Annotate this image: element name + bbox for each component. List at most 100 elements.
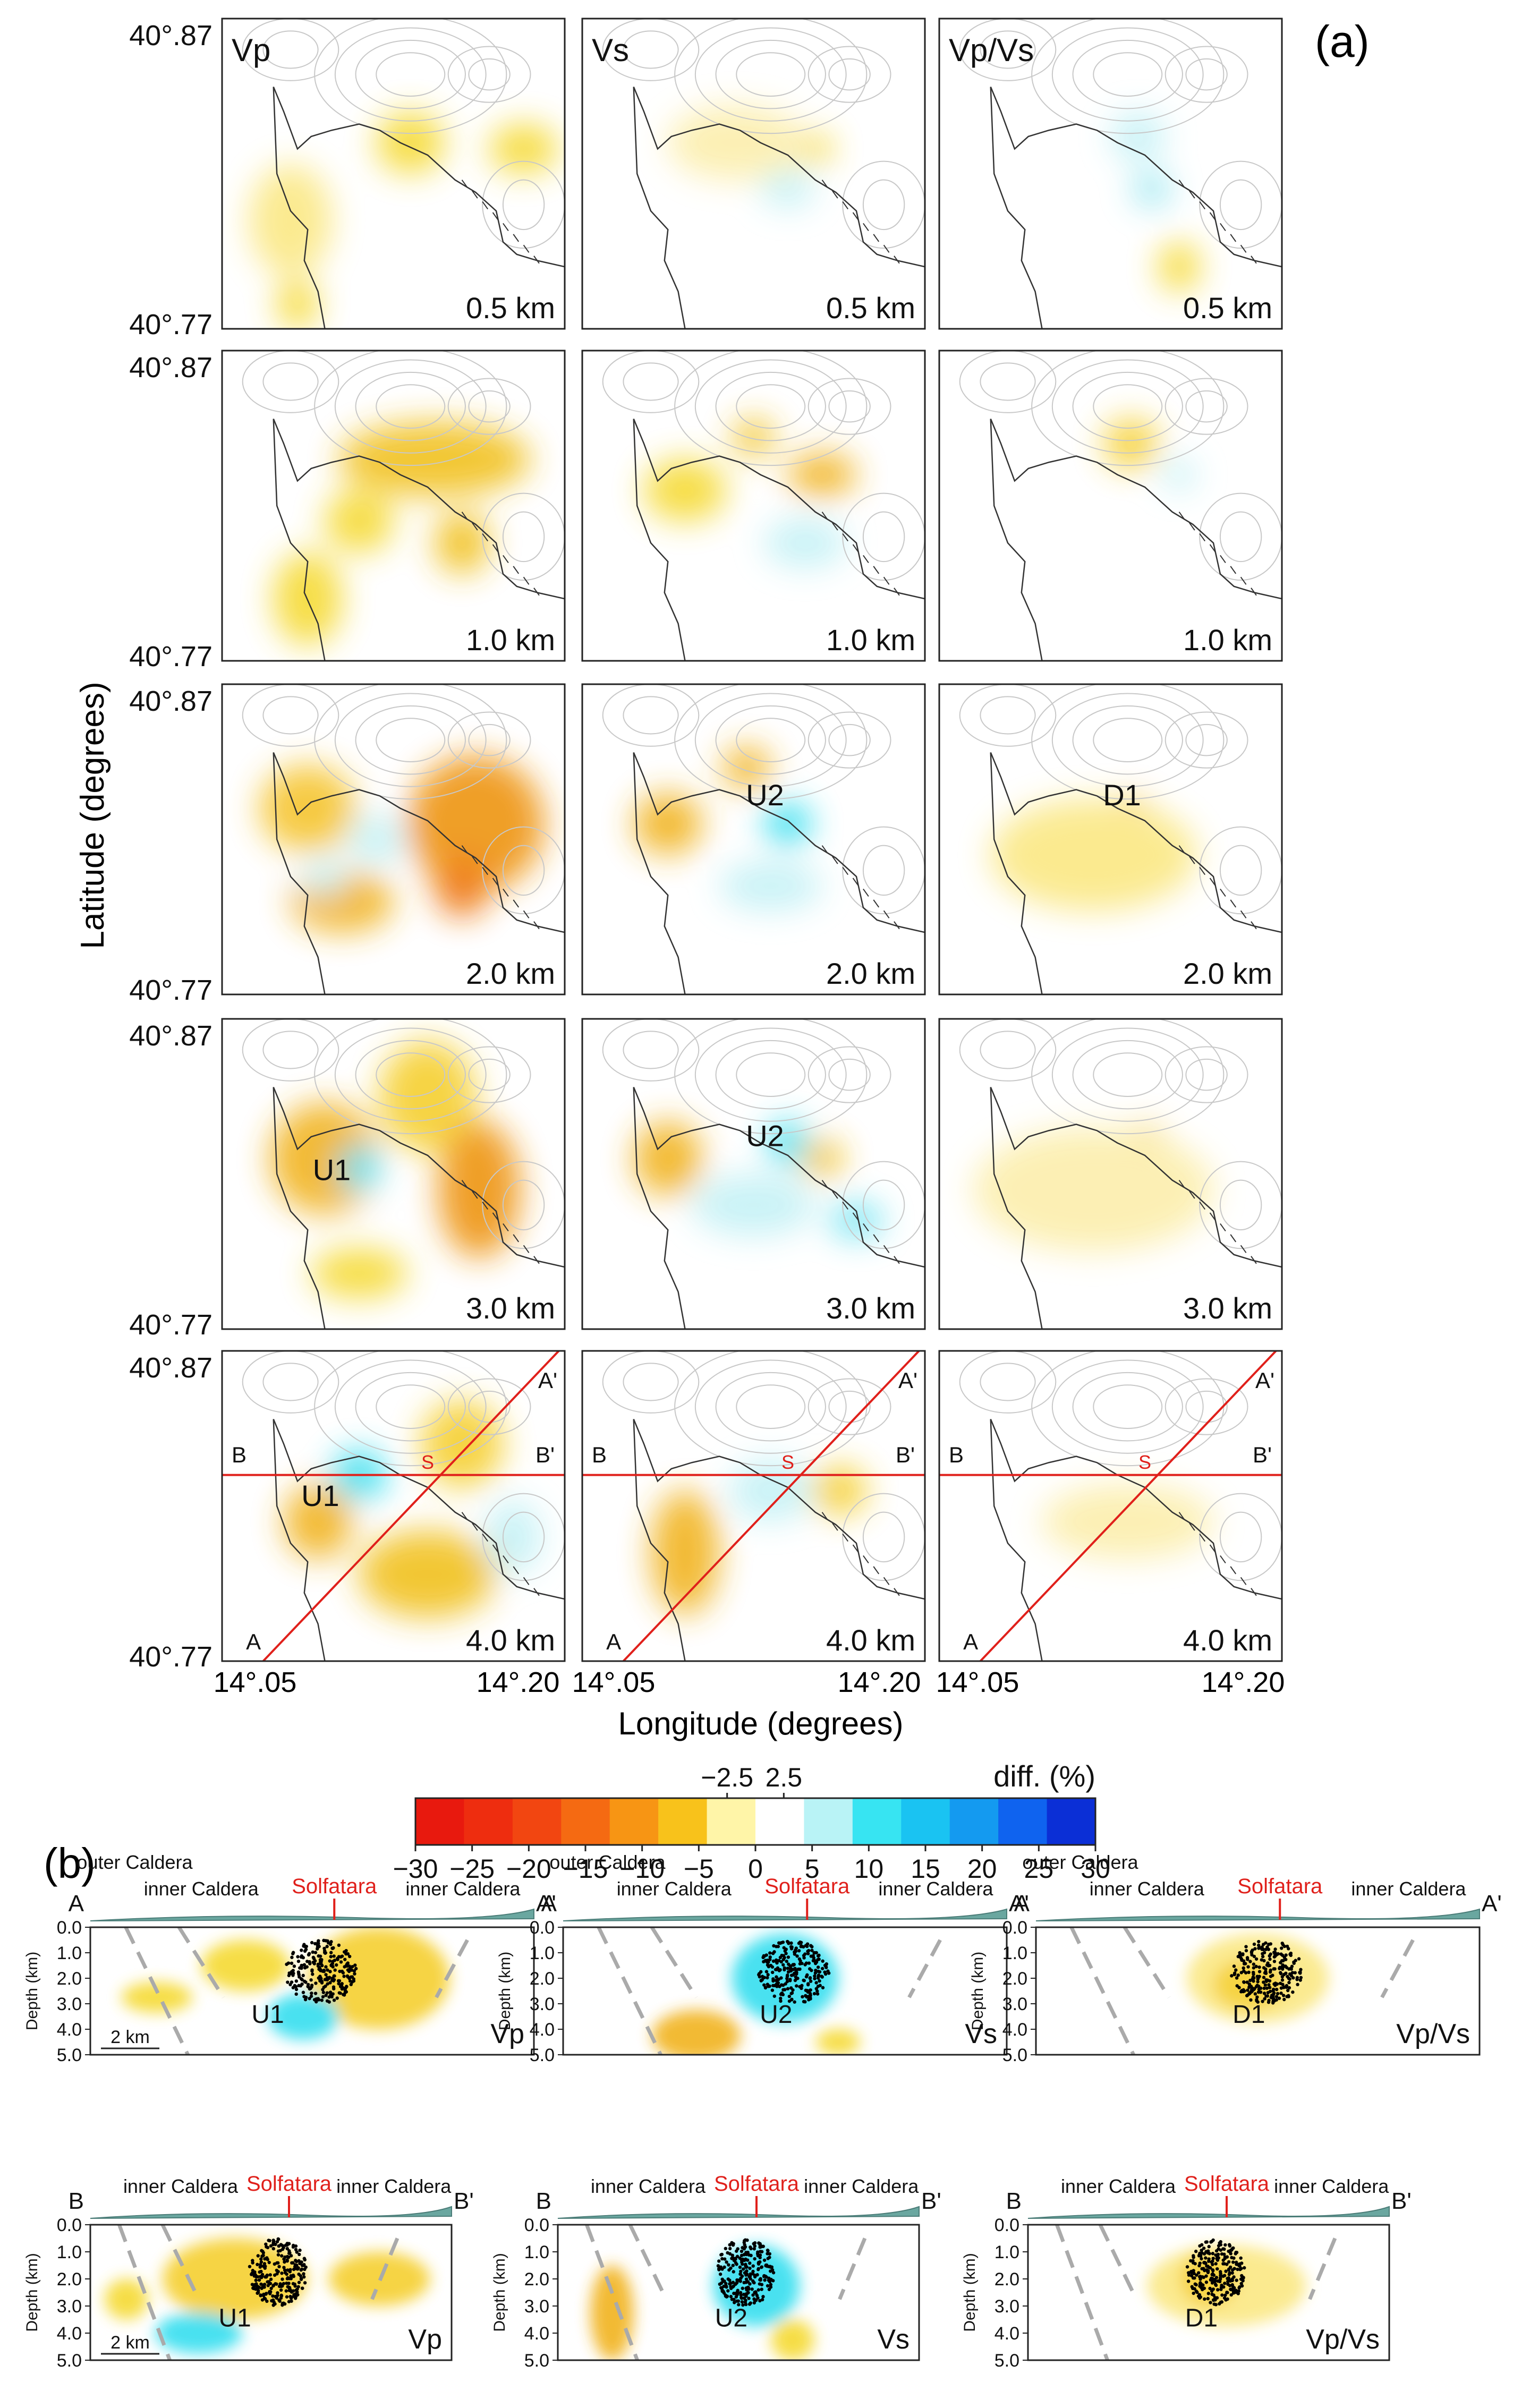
topography-profile	[90, 1908, 534, 1921]
seismic-event	[1214, 2249, 1219, 2253]
coastline	[273, 419, 565, 600]
anomaly-blob	[651, 1490, 719, 1615]
seismic-event	[735, 2262, 738, 2266]
seismic-event	[301, 1990, 305, 1994]
seismic-event	[1281, 1959, 1285, 1963]
seismic-event	[310, 1969, 314, 1973]
seismic-event	[294, 2248, 298, 2252]
lon-tick-right-1: 14°.20	[477, 1666, 560, 1698]
depth-tick-label: 5.0	[994, 2351, 1019, 2371]
caldera-rim-tick	[503, 1555, 509, 1564]
anomaly-blob	[812, 1466, 867, 1516]
anomaly-blob	[733, 419, 775, 456]
topo-contour	[736, 1052, 806, 1097]
depth-label: 1.0 km	[1183, 623, 1272, 657]
topo-contour	[694, 693, 847, 787]
colorbar-tick-label: −25	[449, 1854, 495, 1884]
caldera-rim-tick	[472, 856, 478, 864]
seismic-event	[294, 2296, 298, 2300]
colorbar-tick-label: 30	[1081, 1854, 1110, 1884]
seismic-event	[1244, 1971, 1248, 1975]
seismic-event	[280, 2277, 284, 2281]
seismic-event	[269, 2290, 273, 2294]
seismic-event	[726, 2289, 730, 2293]
seismic-event	[290, 2261, 294, 2265]
panel-frame	[581, 350, 926, 662]
seismic-event	[1217, 2256, 1220, 2260]
caldera-rim-tick	[832, 1522, 838, 1531]
seismic-event	[294, 2260, 299, 2264]
coastline	[633, 1087, 925, 1268]
caldera-rim-tick	[492, 212, 499, 220]
seismic-event	[1244, 1948, 1248, 1953]
anomaly-blob	[829, 1202, 884, 1239]
caldera-rim-tick	[533, 921, 540, 930]
seismic-event	[1262, 1980, 1265, 1984]
seismic-event	[259, 2293, 262, 2297]
depth-tick-label: 1.0	[57, 2242, 82, 2262]
seismic-event	[312, 1956, 316, 1961]
topo-contour	[715, 1372, 826, 1442]
colorbar-swatch	[658, 1798, 708, 1845]
seismic-event	[776, 1945, 780, 1948]
section-anomaly-blob	[163, 2238, 307, 2320]
anomaly-label-u2: U2	[746, 778, 784, 812]
panel-frame	[581, 1018, 926, 1330]
depth-tick-label: 4.0	[530, 2020, 555, 2040]
seismic-event	[266, 2245, 270, 2250]
seismic-event	[1203, 2268, 1206, 2273]
panel-frame	[221, 683, 566, 995]
seismic-event	[1292, 1961, 1296, 1965]
seismic-event	[342, 1993, 346, 1997]
topo-contour	[694, 359, 847, 454]
seismic-event	[1273, 1984, 1277, 1987]
seismic-event	[1228, 2265, 1232, 2269]
seismic-event	[269, 2277, 273, 2281]
seismic-event	[1220, 2300, 1224, 2304]
seismic-event	[760, 2287, 763, 2291]
anomaly-blob	[973, 1127, 1213, 1252]
caldera-rim-tick	[1240, 1577, 1247, 1585]
seismic-event	[1286, 1975, 1289, 1978]
topo-contour	[674, 351, 868, 466]
seismic-event	[752, 2247, 756, 2251]
caldera-rim-tick	[842, 1533, 849, 1542]
seismic-event	[1203, 2297, 1206, 2301]
topo-contour	[1093, 52, 1163, 97]
seismic-event	[1219, 2285, 1223, 2290]
seismic-event	[323, 1951, 327, 1955]
seismic-event	[1265, 1986, 1269, 1990]
seismic-event	[795, 1984, 798, 1988]
seismic-event	[756, 2268, 760, 2271]
seismic-event	[250, 2273, 253, 2276]
seismic-event	[252, 2284, 257, 2287]
seismic-event	[344, 1990, 348, 1994]
topo-contour	[1164, 711, 1248, 769]
seismic-event	[1198, 2284, 1202, 2288]
seismic-event	[816, 1965, 820, 1969]
topo-contour	[862, 179, 905, 231]
seismic-event	[1234, 2252, 1237, 2256]
topo-contour	[242, 351, 339, 413]
panel-frame	[581, 683, 926, 995]
seismic-event	[1281, 1982, 1285, 1986]
seismic-event	[326, 1982, 329, 1986]
caldera-rim-tick	[1189, 1190, 1195, 1199]
seismic-event	[282, 2266, 286, 2269]
topo-contour	[674, 684, 868, 800]
seismic-event	[304, 1947, 308, 1951]
seismic-event	[1259, 1986, 1263, 1990]
label-solfatara: Solfatara	[714, 2172, 800, 2196]
seismic-event	[1202, 2252, 1206, 2256]
anomaly-blob	[788, 453, 856, 497]
depth-tick-label: 2.0	[524, 2269, 549, 2290]
topo-contour	[1199, 1161, 1282, 1249]
seismic-event	[1235, 2262, 1238, 2266]
seismic-event	[300, 2267, 304, 2271]
depth-axis-label: Depth (km)	[496, 1952, 514, 2030]
seismic-event	[273, 2302, 277, 2306]
section-anomaly-label: D1	[1232, 2001, 1265, 2029]
seismic-event	[799, 1945, 803, 1948]
seismic-event	[731, 2243, 735, 2247]
caldera-rim-tick	[513, 1234, 520, 1243]
